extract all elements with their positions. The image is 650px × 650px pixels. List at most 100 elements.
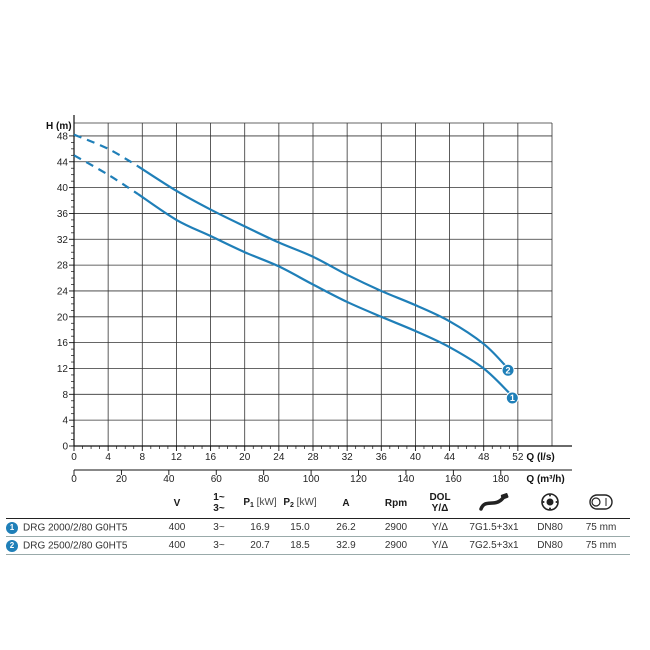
series-badge: 1 xyxy=(6,521,18,534)
y-tick-label: 44 xyxy=(57,157,69,168)
y-tick-label: 4 xyxy=(62,416,68,427)
series-2-line xyxy=(137,165,506,367)
pump-spec-table: V 1~ 3~ P1 [kW] P2 [kW] A Rpm DOL Y/Δ 1 DRG… xyxy=(6,488,630,555)
rpm-cell: 2900 xyxy=(372,518,420,537)
header-p2-sub: 2 xyxy=(289,502,294,509)
x-tick-label: 0 xyxy=(71,452,77,463)
header-current: A xyxy=(320,488,372,519)
series-1-marker-label: 1 xyxy=(510,393,515,403)
x-tick-label: 24 xyxy=(273,452,285,463)
x-tick-label: 40 xyxy=(410,452,422,463)
chart-series: 12 xyxy=(73,133,519,405)
x-tick-label: 20 xyxy=(239,452,251,463)
model-name: DRG 2000/2/80 G0HT5 xyxy=(23,522,128,534)
header-p1-sub: 1 xyxy=(249,502,254,509)
y-tick-label: 0 xyxy=(62,442,68,453)
chart-grid xyxy=(73,122,553,447)
x2-tick-label: 40 xyxy=(163,474,175,485)
model-name: DRG 2500/2/80 G0HT5 xyxy=(23,540,128,552)
header-start: DOL Y/Δ xyxy=(420,488,460,519)
x-axis-label: Q (l/s) xyxy=(526,452,554,463)
model-cell: 1 DRG 2000/2/80 G0HT5 xyxy=(6,518,156,537)
header-p2: P2 [kW] xyxy=(280,488,320,519)
y-tick-label: 16 xyxy=(57,338,69,349)
header-p2-unit: [kW] xyxy=(296,497,317,508)
p1-cell: 16.9 xyxy=(240,518,280,537)
passage-cell: 75 mm xyxy=(572,536,630,555)
cable-cell: 7G2.5+3x1 xyxy=(460,536,528,555)
x-tick-label: 32 xyxy=(342,452,354,463)
y-tick-label: 12 xyxy=(57,364,69,375)
table-row: 2 DRG 2500/2/80 G0HT5 400 3~ 20.7 18.5 32… xyxy=(6,536,630,555)
start-cell: Y/Δ xyxy=(420,536,460,555)
header-ystar: Y/Δ xyxy=(431,503,449,514)
x-tick-label: 28 xyxy=(307,452,319,463)
y-tick-label: 48 xyxy=(57,131,69,142)
header-model xyxy=(6,488,156,519)
y-tick-label: 28 xyxy=(57,261,69,272)
current-cell: 32.9 xyxy=(320,536,372,555)
voltage-cell: 400 xyxy=(156,518,198,537)
x2-tick-label: 0 xyxy=(71,474,77,485)
header-p1-symbol: P xyxy=(243,497,250,508)
dn-cell: DN80 xyxy=(528,536,572,555)
header-dol: DOL xyxy=(429,492,451,503)
header-phase: 1~ 3~ xyxy=(198,488,240,519)
x2-tick-label: 180 xyxy=(492,474,509,485)
phase-cell: 3~ xyxy=(198,518,240,537)
header-voltage: V xyxy=(156,488,198,519)
x-tick-label: 8 xyxy=(140,452,146,463)
p2-cell: 18.5 xyxy=(280,536,320,555)
model-cell: 2 DRG 2500/2/80 G0HT5 xyxy=(6,536,156,555)
table-header-row: V 1~ 3~ P1 [kW] P2 [kW] A Rpm DOL Y/Δ xyxy=(6,488,630,519)
p1-cell: 20.7 xyxy=(240,536,280,555)
x-tick-label: 12 xyxy=(171,452,183,463)
x2-tick-label: 80 xyxy=(258,474,270,485)
x2-tick-label: 160 xyxy=(445,474,462,485)
y-tick-label: 36 xyxy=(57,209,69,220)
x-tick-label: 4 xyxy=(105,452,111,463)
series-1-line xyxy=(137,193,511,394)
header-phase-single: 1~ xyxy=(213,492,225,503)
header-p2-symbol: P xyxy=(283,497,290,508)
y-tick-label: 8 xyxy=(62,390,68,401)
dn-cell: DN80 xyxy=(528,518,572,537)
flange-icon xyxy=(528,488,572,519)
start-cell: Y/Δ xyxy=(420,518,460,537)
series-1-marker xyxy=(505,391,519,405)
header-rpm: Rpm xyxy=(372,488,420,519)
x2-tick-label: 140 xyxy=(398,474,415,485)
current-cell: 26.2 xyxy=(320,518,372,537)
x2-tick-label: 120 xyxy=(350,474,367,485)
x2-axis-label: Q (m³/h) xyxy=(526,474,564,485)
x-tick-label: 52 xyxy=(512,452,524,463)
rpm-cell: 2900 xyxy=(372,536,420,555)
cable-icon xyxy=(460,488,528,519)
passage-cell: 75 mm xyxy=(572,518,630,537)
y-tick-label: 20 xyxy=(57,312,69,323)
series-2-marker xyxy=(501,363,515,377)
y-tick-label: 24 xyxy=(57,286,69,297)
cable-cell: 7G1.5+3x1 xyxy=(460,518,528,537)
x-tick-label: 48 xyxy=(478,452,490,463)
p2-cell: 15.0 xyxy=(280,518,320,537)
y-axis-label: H (m) xyxy=(46,121,72,132)
y-tick-label: 40 xyxy=(57,183,69,194)
header-phase-three: 3~ xyxy=(213,503,225,514)
header-p1-unit: [kW] xyxy=(256,497,277,508)
series-badge: 2 xyxy=(6,539,18,552)
x-tick-label: 44 xyxy=(444,452,456,463)
x2-tick-label: 100 xyxy=(303,474,320,485)
x-tick-label: 16 xyxy=(205,452,217,463)
table-row: 1 DRG 2000/2/80 G0HT5 400 3~ 16.9 15.0 26… xyxy=(6,518,630,537)
x2-tick-label: 20 xyxy=(116,474,128,485)
phase-cell: 3~ xyxy=(198,536,240,555)
x-tick-label: 36 xyxy=(376,452,388,463)
header-p1: P1 [kW] xyxy=(240,488,280,519)
y-tick-label: 32 xyxy=(57,235,69,246)
voltage-cell: 400 xyxy=(156,536,198,555)
x2-tick-label: 60 xyxy=(211,474,223,485)
series-2-dashed-line xyxy=(73,133,139,168)
